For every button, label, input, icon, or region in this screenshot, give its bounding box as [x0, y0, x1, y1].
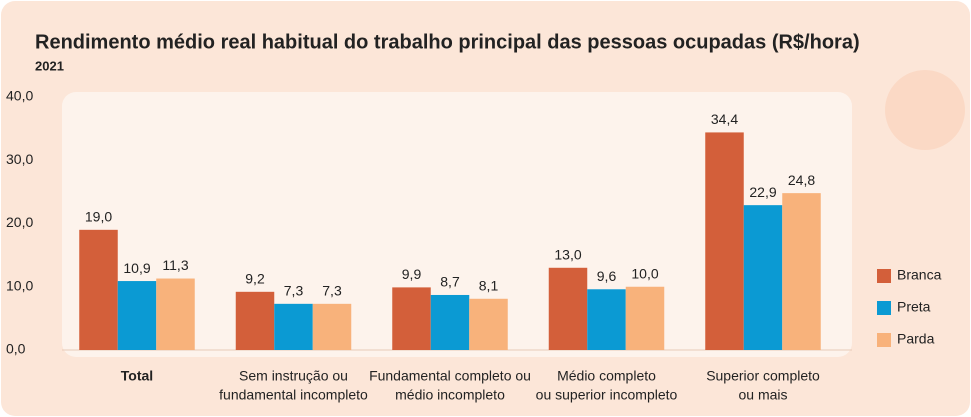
legend-swatch	[877, 333, 891, 347]
data-label: 22,9	[749, 184, 776, 200]
bar	[705, 132, 744, 350]
data-label: 24,8	[788, 172, 815, 188]
decor-coin	[885, 70, 965, 150]
bar	[79, 229, 118, 350]
bar	[625, 286, 665, 350]
bar	[469, 298, 508, 350]
x-tick-label: Médio completo	[557, 368, 656, 384]
data-label: 7,3	[284, 283, 304, 299]
bar	[430, 294, 470, 350]
bar	[587, 289, 626, 350]
legend-swatch	[877, 269, 891, 283]
y-tick-label: 40,0	[6, 88, 33, 104]
x-tick-label: Superior completo	[706, 368, 820, 384]
chart-title: Rendimento médio real habitual do trabal…	[35, 31, 860, 53]
x-tick-label: Sem instrução ou	[239, 368, 348, 384]
bar	[274, 303, 313, 350]
data-label: 9,2	[245, 271, 265, 287]
bar	[743, 205, 783, 350]
x-tick-label: ou mais	[738, 387, 787, 403]
legend-label: Preta	[897, 299, 931, 315]
data-label: 10,9	[123, 260, 150, 276]
x-tick-label: médio incompleto	[395, 387, 505, 403]
data-label: 13,0	[554, 246, 581, 262]
data-label: 8,7	[440, 274, 460, 290]
bar	[548, 267, 588, 350]
bar	[235, 291, 275, 350]
x-tick-label: Fundamental completo ou	[369, 368, 531, 384]
data-label: 34,4	[711, 111, 738, 127]
x-tick-label: ou superior incompleto	[536, 387, 678, 403]
bar	[117, 281, 157, 350]
y-tick-label: 0,0	[6, 341, 26, 357]
y-tick-label: 10,0	[6, 277, 33, 293]
chart-subtitle: 2021	[35, 58, 64, 73]
bar	[782, 193, 821, 350]
x-tick-label: fundamental incompleto	[219, 387, 368, 403]
y-tick-label: 20,0	[6, 214, 33, 230]
data-label: 9,9	[402, 266, 422, 282]
x-tick-label: Total	[121, 368, 153, 384]
data-label: 19,0	[85, 209, 112, 225]
y-tick-label: 30,0	[6, 151, 33, 167]
bar	[312, 303, 352, 350]
data-label: 10,0	[631, 265, 658, 281]
data-label: 7,3	[322, 283, 342, 299]
data-label: 11,3	[162, 257, 188, 273]
legend-label: Parda	[897, 331, 935, 347]
legend-label: Branca	[897, 267, 942, 283]
data-label: 8,1	[479, 277, 499, 293]
data-label: 9,6	[597, 268, 617, 284]
bar	[392, 287, 431, 350]
legend-swatch	[877, 301, 891, 315]
bar	[156, 278, 195, 350]
